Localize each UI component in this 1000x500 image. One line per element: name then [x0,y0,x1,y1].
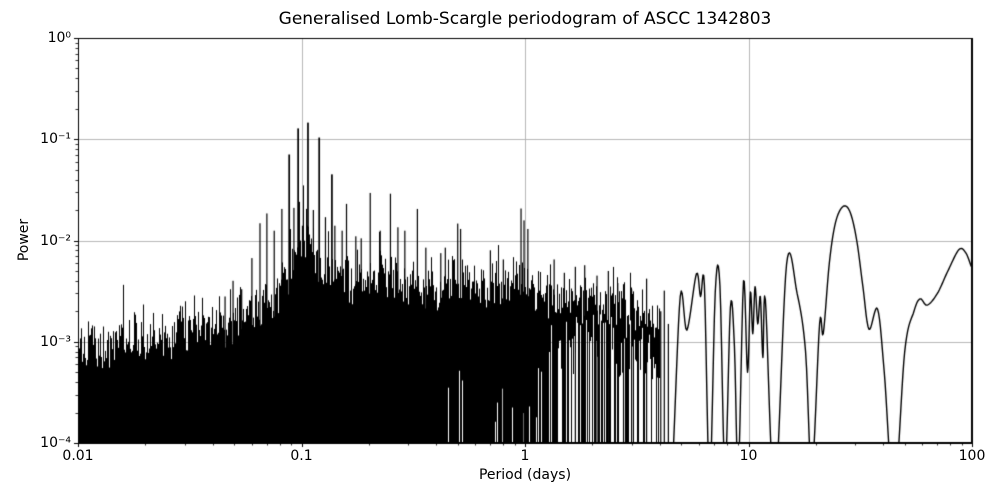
y-tick-label-1e-3: 10⁻³ [40,333,71,350]
x-tick-label-100: 100 [958,448,986,464]
chart-title: Generalised Lomb-Scargle periodogram of … [278,9,772,29]
y-tick-label-1e-4: 10⁻⁴ [40,435,71,451]
x-tick-label-0.1: 0.1 [290,448,313,464]
x-tick-label-10: 10 [739,448,758,464]
x-axis-label: Period (days) [478,467,572,483]
x-tick-label-1: 1 [520,448,530,464]
x-tick-label-0.01: 0.01 [62,448,94,464]
y-tick-label-1e-1: 10⁻¹ [40,131,71,148]
y-tick-label-1e-2: 10⁻² [40,232,71,249]
y-tick-label-1e0: 10⁰ [47,30,71,46]
